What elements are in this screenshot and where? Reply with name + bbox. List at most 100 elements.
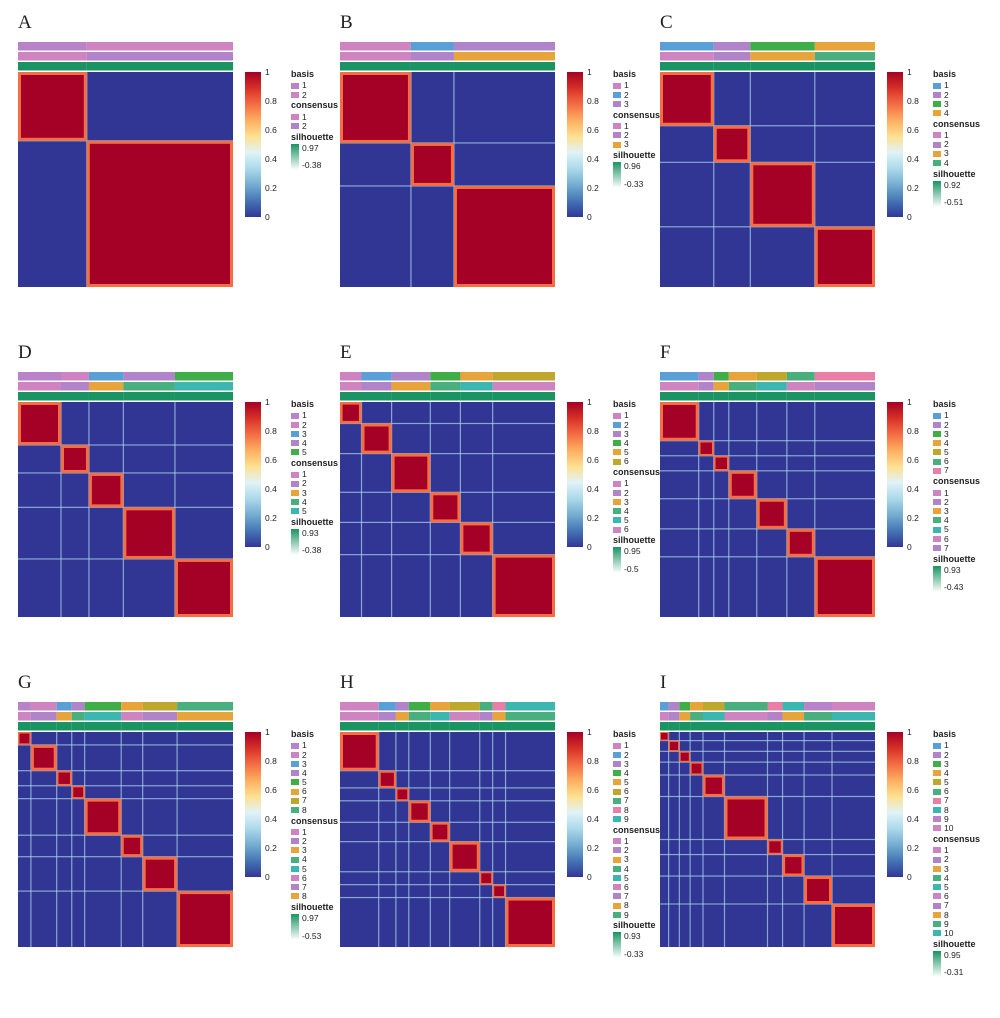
boundary-line: [71, 732, 73, 947]
legend-item-label: 3: [944, 863, 949, 874]
basis-annotation-cell: [660, 42, 714, 51]
cluster-block: [433, 495, 458, 520]
cluster-block: [126, 510, 172, 556]
consensus-legend-item: 5: [933, 883, 980, 892]
legend-item-label: 4: [624, 437, 629, 448]
legend-item-label: 7: [944, 795, 949, 806]
basis-annotation-cell: [84, 702, 122, 711]
silhouette-annotation-cell: [18, 722, 31, 731]
boundary-line: [660, 853, 875, 856]
silhouette-scale: 0.93 -0.38: [291, 529, 338, 555]
legend-swatch: [933, 421, 941, 428]
cluster-block: [661, 733, 668, 740]
legend-swatch: [291, 788, 299, 795]
boundary-line: [781, 732, 784, 947]
silhouette-annotation-cell: [814, 62, 875, 71]
colorbar-tick-label: 0.6: [265, 785, 277, 795]
legend-swatch: [613, 770, 621, 777]
consensus-annotation-cell: [177, 712, 233, 721]
basis-legend-item: 3: [291, 429, 338, 438]
cluster-block: [753, 165, 812, 224]
basis-legend-item: 5: [933, 448, 980, 457]
colorbar: [245, 402, 261, 547]
colorbar-tick-label: 0.2: [587, 513, 599, 523]
legend-item-label: 3: [944, 758, 949, 769]
consensus-legend-item: 4: [291, 498, 338, 507]
consensus-legend-item: 2: [613, 131, 660, 140]
legend-item-label: 1: [944, 740, 949, 751]
silhouette-annotation-cell: [18, 392, 61, 401]
basis-annotation-cell: [460, 372, 493, 381]
boundary-line: [786, 402, 788, 617]
legend-item-label: 7: [624, 795, 629, 806]
boundary-line: [340, 871, 555, 873]
silhouette-annotation-cell: [84, 722, 122, 731]
boundary-line: [660, 875, 875, 877]
legend-swatch: [933, 797, 941, 804]
consensus-legend-item: 10: [933, 929, 980, 938]
legend-item-label: 1: [944, 845, 949, 856]
basis-legend-item: 5: [933, 778, 980, 787]
consensus-annotation-cell: [174, 382, 233, 391]
cluster-block: [835, 907, 872, 944]
silhouette-legend-title: silhouette: [291, 902, 334, 912]
silhouette-legend-title: silhouette: [613, 535, 656, 546]
annotation-legend: basis 1 2 3 consensus 1 2 3 silhouette 0.96 -0.33: [613, 68, 660, 189]
silhouette-annotation-cell: [804, 722, 832, 731]
consensus-legend-item: 3: [613, 140, 660, 149]
basis-annotation-cell: [430, 372, 461, 381]
colorbar-tick-label: 0: [265, 212, 270, 222]
legend-item-label: 1: [624, 836, 629, 847]
legend-item-label: 5: [624, 777, 629, 788]
colorbar-tick-label: 0.4: [587, 484, 599, 494]
silhouette-annotation-cell: [460, 392, 493, 401]
colorbar-tick-label: 1: [587, 67, 592, 77]
legend-swatch: [933, 526, 941, 533]
annotation-legend: basis 1 2 3 4 5 6 7 8 9 consensus 1 2 3 4 5 6 7 8 9 silhouet…: [613, 728, 660, 959]
legend-swatch: [933, 865, 941, 872]
basis-annotation-cell: [361, 372, 392, 381]
basis-annotation-cell: [698, 372, 714, 381]
legend-swatch: [291, 779, 299, 786]
boundary-line: [453, 72, 455, 287]
cluster-block: [716, 128, 748, 160]
consensus-legend-title: consensus: [291, 457, 339, 468]
consensus-legend-item: 2: [613, 488, 660, 497]
legend-item-label: 3: [944, 428, 949, 439]
panel-b: B 1 0.8 0.6 0.4 0.2 0 basis 1 2 3 consensus 1 2 3 silho…: [340, 12, 660, 332]
boundary-line: [18, 472, 233, 474]
consensus-legend-item: 7: [291, 883, 338, 892]
legend-item-label: 1: [624, 410, 629, 421]
boundary-line: [340, 491, 555, 493]
consensus-annotation-cell: [88, 382, 124, 391]
basis-legend-title: basis: [933, 399, 957, 409]
silhouette-annotation-cell: [660, 392, 699, 401]
basis-legend-item: 2: [291, 420, 338, 429]
consensus-legend-item: 3: [933, 507, 980, 516]
basis-annotation-cell: [782, 702, 805, 711]
colorbar-tick-label: 0.4: [907, 154, 919, 164]
basis-legend-item: 6: [613, 787, 660, 796]
consensus-annotation-cell: [142, 712, 178, 721]
panel-h: H 1 0.8 0.6 0.4 0.2 0 basis 1 2 3 4 5 6 7 8 9 consensus 1 2…: [340, 672, 660, 992]
legend-item-label: 3: [624, 98, 629, 109]
cluster-block: [700, 442, 712, 454]
colorbar: [567, 72, 583, 217]
basis-legend-item: 3: [613, 99, 660, 108]
basis-legend-title: basis: [933, 729, 957, 739]
consensus-heatmap: [18, 702, 233, 947]
consensus-annotation-cell: [804, 712, 832, 721]
basis-annotation-cell: [340, 372, 362, 381]
legend-swatch: [613, 760, 621, 767]
silhouette-annotation-cell: [449, 722, 480, 731]
colorbar-tick-label: 0.6: [907, 125, 919, 135]
silhouette-min-label: -0.38: [302, 160, 322, 171]
basis-legend-item: 1: [933, 741, 980, 750]
silhouette-annotation-cell: [30, 722, 57, 731]
legend-swatch: [613, 902, 621, 909]
consensus-annotation-cell: [492, 712, 506, 721]
cluster-block: [789, 531, 812, 554]
basis-legend-item: 7: [613, 796, 660, 805]
consensus-legend-item: 4: [613, 507, 660, 516]
basis-annotation-cell: [668, 702, 680, 711]
